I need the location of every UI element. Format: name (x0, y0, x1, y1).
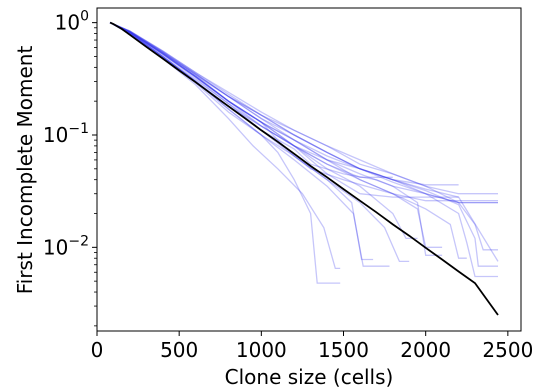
simulation-line-5 (109, 22, 410, 263)
simulation-line-1 (109, 22, 341, 284)
simulation-line-9 (109, 22, 498, 278)
x-tick-label: 0 (91, 338, 104, 362)
simulation-line-17 (109, 22, 498, 204)
y-tick-label: 100 (55, 9, 89, 35)
x-tick-label: 2000 (400, 338, 451, 362)
simulation-line-6 (109, 22, 418, 240)
y-tick-label: 10−2 (43, 233, 89, 259)
x-axis: 0 500 1000 1500 2000 2500 (91, 331, 533, 362)
x-tick-label: 2500 (482, 338, 533, 362)
simulation-line-7 (109, 22, 443, 248)
simulation-line-14 (109, 22, 498, 204)
simulation-series-group (109, 22, 499, 284)
reference-line (109, 21, 499, 316)
simulation-line-3 (109, 22, 390, 267)
simulation-line-15 (109, 22, 459, 198)
simulation-line-10 (109, 22, 498, 267)
y-axis-label: First Incomplete Moment (13, 46, 37, 295)
y-tick-label: 10−1 (43, 121, 89, 147)
simulation-line-18 (109, 22, 459, 186)
x-tick-label: 500 (160, 338, 198, 362)
simulation-line-19 (109, 22, 393, 178)
plot-frame (96, 7, 522, 332)
y-axis: 100 10−1 10−2 (43, 9, 97, 327)
simulation-line-13 (109, 22, 498, 202)
x-tick-label: 1500 (318, 338, 369, 362)
simulation-line-11 (109, 22, 498, 251)
simulation-line-16 (109, 22, 498, 195)
simulation-line-8 (109, 22, 467, 259)
reference-series-group (109, 21, 499, 316)
x-tick-label: 1000 (236, 338, 287, 362)
simulation-line-12 (109, 22, 499, 262)
x-axis-label: Clone size (cells) (225, 365, 394, 389)
simulation-line-20 (109, 22, 443, 256)
